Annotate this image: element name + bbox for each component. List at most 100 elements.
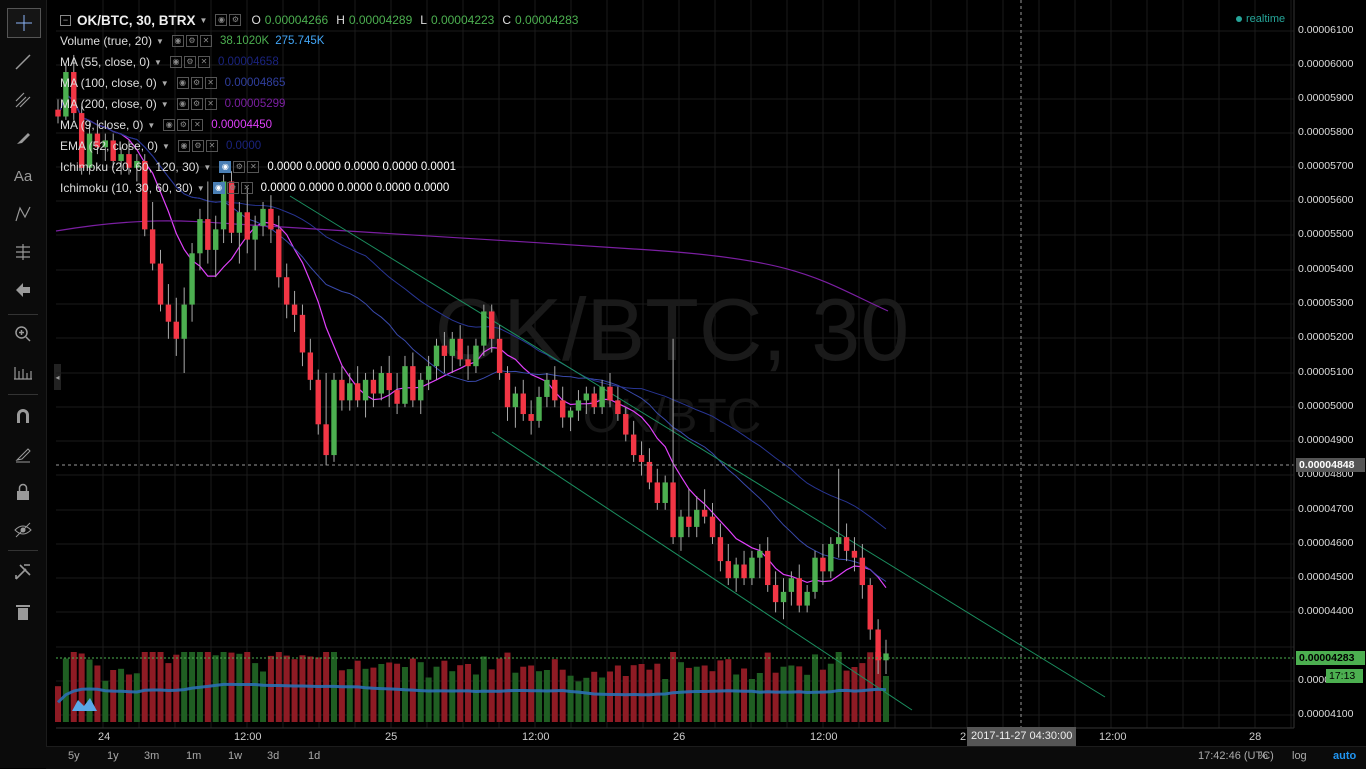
range-button-1d[interactable]: 1d — [308, 750, 321, 762]
tools-icon[interactable] — [7, 558, 39, 586]
range-button-1w[interactable]: 1w — [228, 750, 243, 762]
range-button-1m[interactable]: 1m — [186, 750, 202, 762]
gear-icon[interactable]: ⚙ — [226, 182, 239, 194]
indicator-value: 0.00004450 — [211, 119, 273, 131]
eye-icon[interactable]: ◉ — [171, 35, 184, 47]
chevron-down-icon[interactable]: ▼ — [156, 36, 164, 46]
price-tick-label: 0.00004100 — [1298, 708, 1354, 720]
price-axis[interactable]: 0.00006100 0.00006000 0.00005900 0.00005800… — [1294, 0, 1366, 728]
zoom-icon[interactable] — [7, 320, 39, 348]
close-icon[interactable]: ✕ — [204, 77, 217, 89]
candle — [71, 72, 77, 114]
auto-scale-button[interactable]: auto — [1333, 750, 1357, 762]
eye-icon[interactable]: ◉ — [219, 161, 232, 173]
candle — [473, 345, 479, 367]
close-icon[interactable]: ✕ — [247, 161, 260, 173]
range-button-3m[interactable]: 3m — [144, 750, 160, 762]
eye-icon[interactable]: ◉ — [169, 56, 182, 68]
close-icon[interactable]: ✕ — [197, 56, 210, 68]
eye-icon[interactable]: ◉ — [212, 182, 225, 194]
arrow-left-icon[interactable] — [7, 276, 39, 304]
gear-icon[interactable]: ⚙ — [190, 77, 203, 89]
indicator-name[interactable]: MA (55, close, 0) — [60, 55, 151, 69]
gear-icon[interactable]: ⚙ — [190, 98, 203, 110]
collapse-legend-icon[interactable]: − — [60, 14, 71, 26]
trash-icon[interactable] — [7, 598, 39, 626]
symbol-title[interactable]: OK/BTC, 30, BTRX — [77, 12, 196, 28]
close-icon[interactable]: ✕ — [199, 35, 212, 47]
eye-icon[interactable]: ◉ — [215, 14, 228, 26]
brush-icon[interactable] — [7, 124, 39, 152]
indicator-name[interactable]: EMA (52, close, 0) — [60, 139, 159, 153]
eye-icon[interactable]: ◉ — [177, 140, 190, 152]
candle — [213, 229, 219, 250]
candle — [331, 379, 337, 456]
pattern-icon[interactable] — [7, 200, 39, 228]
eye-icon[interactable]: ◉ — [176, 77, 189, 89]
gear-icon[interactable]: ⚙ — [233, 161, 246, 173]
gear-icon[interactable]: ⚙ — [177, 119, 190, 131]
chevron-down-icon[interactable]: ▼ — [160, 78, 169, 88]
chevron-down-icon[interactable]: ▼ — [203, 162, 212, 172]
volume-bar — [449, 671, 456, 722]
gear-icon[interactable]: ⚙ — [185, 35, 198, 47]
realtime-label: realtime — [1246, 13, 1286, 25]
realtime-status: realtime — [1236, 13, 1285, 25]
percent-scale-button[interactable]: % — [1258, 750, 1268, 762]
candle — [181, 304, 187, 339]
close-icon[interactable]: ✕ — [240, 182, 253, 194]
log-scale-button[interactable]: log — [1292, 750, 1307, 762]
candle — [252, 225, 258, 240]
text-tool-icon[interactable]: Aa — [13, 167, 33, 185]
volume-bar — [788, 665, 795, 722]
indicator-name[interactable]: Volume (true, 20) — [60, 34, 153, 48]
candle — [189, 253, 195, 305]
close-icon[interactable]: ✕ — [205, 140, 218, 152]
volume-bar — [401, 667, 408, 722]
range-button-1y[interactable]: 1y — [107, 750, 119, 762]
hide-icon[interactable] — [7, 516, 39, 544]
candle — [851, 550, 858, 558]
candle — [835, 537, 842, 544]
volume-bar — [457, 665, 464, 722]
candle — [701, 509, 708, 517]
price-tick-label: 0.00005400 — [1298, 263, 1354, 275]
gear-icon[interactable]: ⚙ — [191, 140, 204, 152]
range-button-5y[interactable]: 5y — [68, 750, 80, 762]
crosshair-icon[interactable] — [7, 8, 41, 38]
chevron-down-icon[interactable]: ▼ — [147, 120, 156, 130]
lock-icon[interactable] — [7, 478, 39, 506]
range-button-3d[interactable]: 3d — [267, 750, 280, 762]
close-icon[interactable]: ✕ — [204, 98, 217, 110]
trend-line-icon[interactable] — [7, 48, 39, 76]
clock[interactable]: 17:42:46 (UTC) — [1198, 750, 1274, 762]
gear-icon[interactable]: ⚙ — [229, 14, 242, 26]
chevron-down-icon[interactable]: ▼ — [154, 57, 162, 67]
volume-bar — [488, 669, 495, 722]
indicator-legend-row: Ichimoku (10, 30, 60, 30) ▼ ◉ ⚙ ✕ 0.0000 0.00… — [60, 180, 449, 196]
prediction-icon[interactable] — [7, 238, 39, 266]
measure-icon[interactable] — [7, 358, 39, 386]
volume-bar — [504, 652, 511, 722]
gear-icon[interactable]: ⚙ — [183, 56, 196, 68]
collapse-toolbar-button[interactable]: ◂ — [54, 364, 61, 390]
chevron-down-icon[interactable]: ▼ — [199, 15, 208, 25]
magnet-icon[interactable] — [7, 402, 39, 430]
pitchfork-icon[interactable] — [7, 86, 39, 114]
chevron-down-icon[interactable]: ▼ — [160, 99, 169, 109]
volume-bar — [543, 670, 550, 722]
chevron-down-icon[interactable]: ▼ — [162, 141, 170, 151]
indicator-name[interactable]: MA (9, close, 0) — [60, 118, 144, 132]
indicator-name[interactable]: MA (100, close, 0) — [60, 76, 157, 90]
indicator-name[interactable]: Ichimoku (10, 30, 60, 30) — [60, 181, 193, 195]
eye-icon[interactable]: ◉ — [176, 98, 189, 110]
candle — [733, 564, 739, 579]
close-icon[interactable]: ✕ — [191, 119, 204, 131]
eye-icon[interactable]: ◉ — [163, 119, 176, 131]
candle — [694, 509, 700, 527]
chevron-down-icon[interactable]: ▼ — [196, 183, 205, 193]
indicator-name[interactable]: MA (200, close, 0) — [60, 97, 157, 111]
indicator-name[interactable]: Ichimoku (20, 60, 120, 30) — [60, 160, 200, 174]
stay-drawing-icon[interactable] — [7, 440, 39, 468]
